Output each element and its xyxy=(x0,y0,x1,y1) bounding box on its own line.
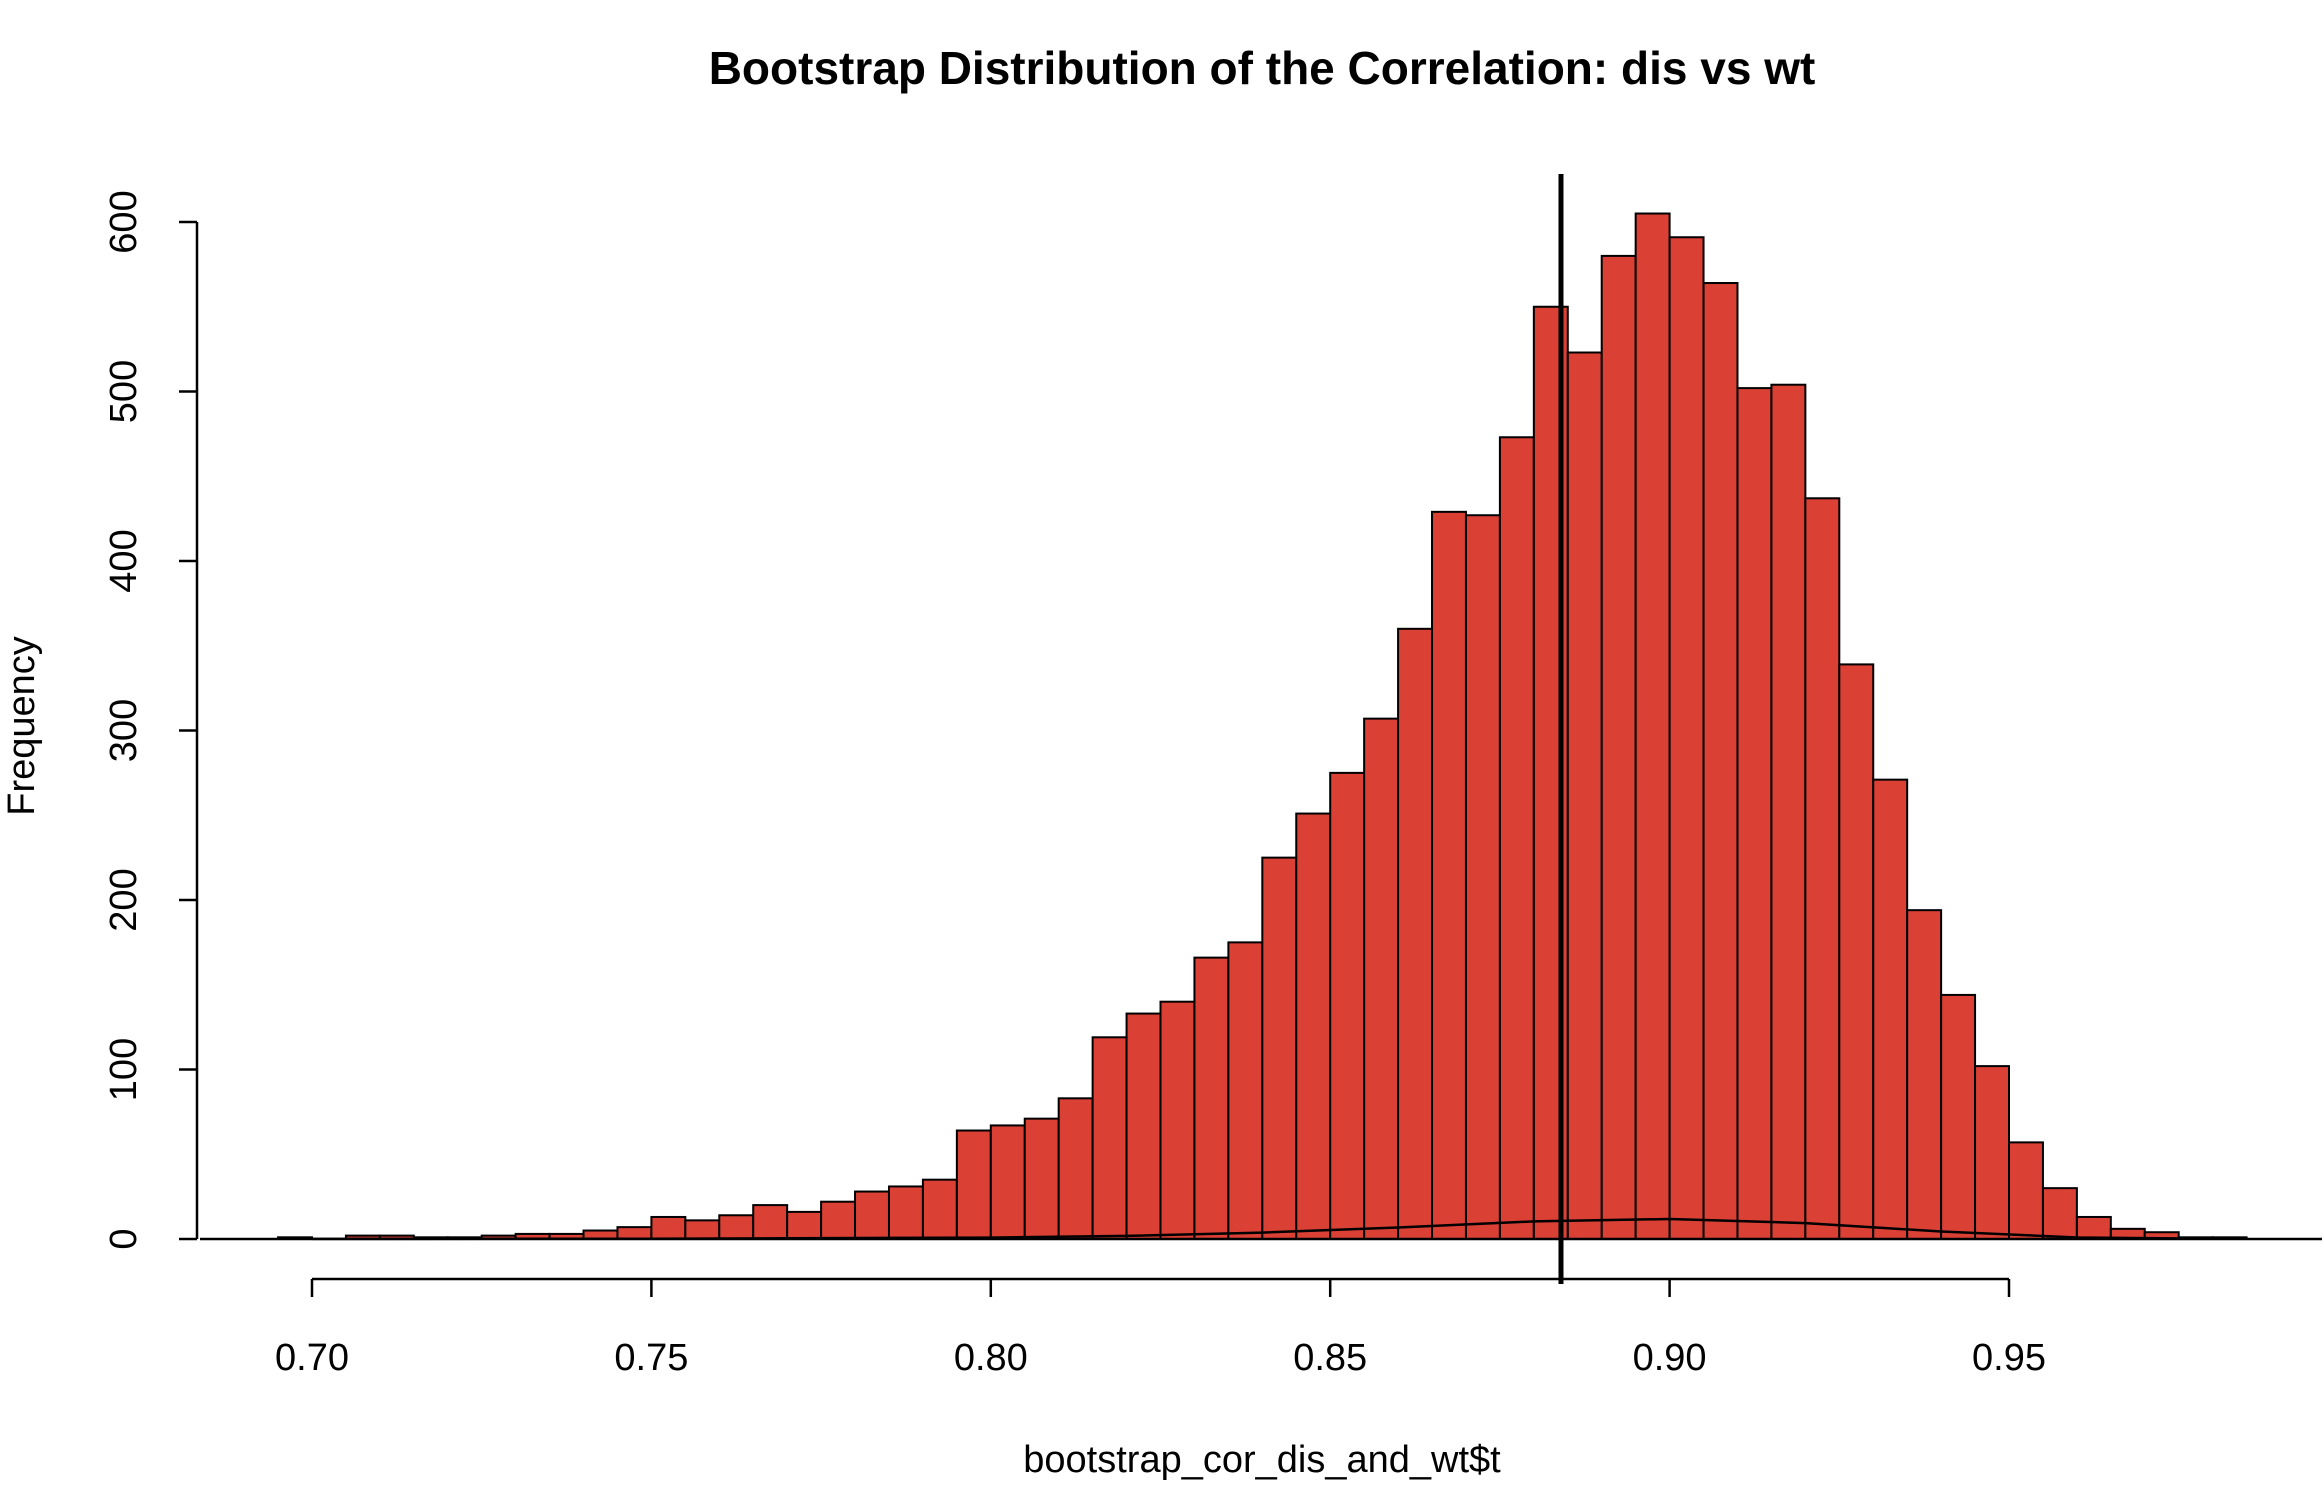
histogram-bar xyxy=(1838,663,1875,1240)
x-axis: 0.70 0.75 0.80 0.85 0.90 0.95 xyxy=(275,1277,2046,1379)
histogram-bar xyxy=(887,1185,924,1240)
histogram-bar xyxy=(2041,1187,2078,1241)
y-tick-label: 500 xyxy=(103,360,145,423)
histogram-bar xyxy=(1566,351,1603,1240)
histogram-bar xyxy=(718,1214,755,1241)
y-tick-label: 300 xyxy=(103,699,145,762)
histogram-bar xyxy=(989,1124,1026,1241)
chart-title: Bootstrap Distribution of the Correlatio… xyxy=(709,42,1816,94)
histogram-bar xyxy=(1940,993,1977,1240)
histogram-bars xyxy=(277,212,2248,1241)
histogram-bar xyxy=(752,1204,789,1240)
histogram-bar xyxy=(1023,1117,1060,1241)
histogram-bar xyxy=(1464,514,1501,1240)
x-axis-label: bootstrap_cor_dis_and_wt$t xyxy=(1023,1439,1501,1481)
x-tick-label: 0.80 xyxy=(954,1337,1028,1379)
y-tick-label: 400 xyxy=(103,529,145,592)
histogram-bar xyxy=(2075,1215,2112,1240)
x-tick-label: 0.90 xyxy=(1633,1337,1707,1379)
y-tick-label: 100 xyxy=(103,1038,145,1101)
histogram-bar xyxy=(1159,1000,1196,1241)
histogram-bar xyxy=(1872,778,1909,1241)
histogram-bar xyxy=(2008,1141,2044,1241)
x-tick-label: 0.75 xyxy=(614,1337,688,1379)
histogram-bar xyxy=(1329,771,1366,1240)
histogram-bar xyxy=(1091,1036,1128,1241)
histogram-bar xyxy=(1804,497,1841,1241)
histogram-bar xyxy=(1498,436,1535,1240)
histogram-bar xyxy=(1906,909,1943,1240)
histogram-bar xyxy=(1363,717,1400,1240)
histogram-bar xyxy=(616,1226,653,1241)
histogram-bar xyxy=(1736,387,1773,1240)
histogram-bar xyxy=(1974,1065,2011,1240)
histogram-bar xyxy=(650,1215,687,1240)
histogram-bar xyxy=(955,1129,992,1241)
histogram-bar xyxy=(1770,383,1807,1241)
histogram-bar xyxy=(1702,282,1739,1240)
histogram-bar xyxy=(1431,510,1467,1241)
histogram-bar xyxy=(1397,627,1434,1240)
histogram-bar xyxy=(1668,236,1705,1240)
histogram-bar xyxy=(921,1178,958,1241)
histogram-bar xyxy=(1261,856,1298,1240)
y-tick-label: 200 xyxy=(103,868,145,931)
histogram-bar xyxy=(1057,1097,1094,1240)
histogram-bar xyxy=(684,1219,721,1240)
y-axis: 0 100 200 300 400 500 600 xyxy=(103,190,199,1250)
histogram-bar xyxy=(854,1190,890,1241)
histogram-bar xyxy=(1125,1012,1162,1240)
histogram-bar xyxy=(1634,212,1671,1240)
x-tick-label: 0.95 xyxy=(1972,1337,2046,1379)
histogram-bar xyxy=(820,1200,857,1240)
histogram-bar xyxy=(1295,812,1332,1240)
x-tick-label: 0.70 xyxy=(275,1337,349,1379)
y-axis-label: Frequency xyxy=(1,636,43,816)
histogram-bar xyxy=(786,1210,823,1241)
histogram-bar xyxy=(1193,956,1230,1240)
x-tick-label: 0.85 xyxy=(1293,1337,1367,1379)
y-tick-label: 600 xyxy=(103,190,145,253)
y-tick-label: 0 xyxy=(103,1228,145,1249)
histogram-bar xyxy=(1600,254,1637,1240)
histogram-bar xyxy=(1227,941,1264,1240)
